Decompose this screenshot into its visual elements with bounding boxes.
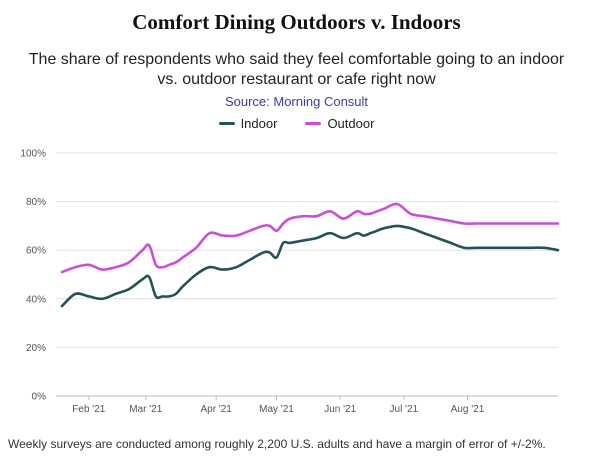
line-chart: 0% 20% 40% 60% 80% 100% Feb '21 Mar '21 Apr '21…	[20, 149, 560, 415]
y-tick-label: 80%	[26, 197, 46, 208]
x-tick-label: Jul '21	[390, 404, 419, 415]
x-tick-label: Mar '21	[129, 404, 162, 415]
x-tick-label: Jun '21	[324, 404, 356, 415]
x-tick-label: May '21	[259, 404, 294, 415]
y-tick-label: 20%	[26, 343, 46, 354]
y-tick-label: 40%	[26, 294, 46, 305]
legend-item-outdoor[interactable]: Outdoor	[305, 116, 374, 131]
chart-subtitle: The share of respondents who said they f…	[28, 51, 565, 88]
chart-legend: Indoor Outdoor	[0, 116, 593, 131]
legend-swatch-outdoor	[305, 122, 322, 125]
legend-item-indoor[interactable]: Indoor	[218, 116, 278, 131]
chart-source: Source: Morning Consult	[224, 94, 369, 109]
y-tick-label: 60%	[26, 246, 46, 257]
legend-swatch-indoor	[218, 122, 235, 125]
legend-label-indoor: Indoor	[240, 116, 278, 131]
x-tick-label: Apr '21	[200, 404, 232, 415]
footnote: Weekly surveys are conducted among rough…	[8, 437, 546, 451]
series-line-indoor	[60, 224, 560, 308]
legend-label-outdoor: Outdoor	[327, 116, 375, 131]
x-axis: Feb '21 Mar '21 Apr '21 May '21 Jun '21 Jul '…	[72, 396, 485, 415]
y-axis: 0% 20% 40% 60% 80% 100%	[20, 149, 46, 403]
y-tick-label: 0%	[32, 392, 47, 403]
chart-grid	[56, 152, 558, 397]
y-tick-label: 100%	[20, 149, 46, 160]
chart-series	[60, 202, 560, 308]
x-tick-label: Feb '21	[72, 404, 105, 415]
chart-title: Comfort Dining Outdoors v. Indoors	[132, 10, 461, 34]
x-tick-label: Aug '21	[451, 404, 485, 415]
series-line-outdoor	[60, 202, 560, 274]
